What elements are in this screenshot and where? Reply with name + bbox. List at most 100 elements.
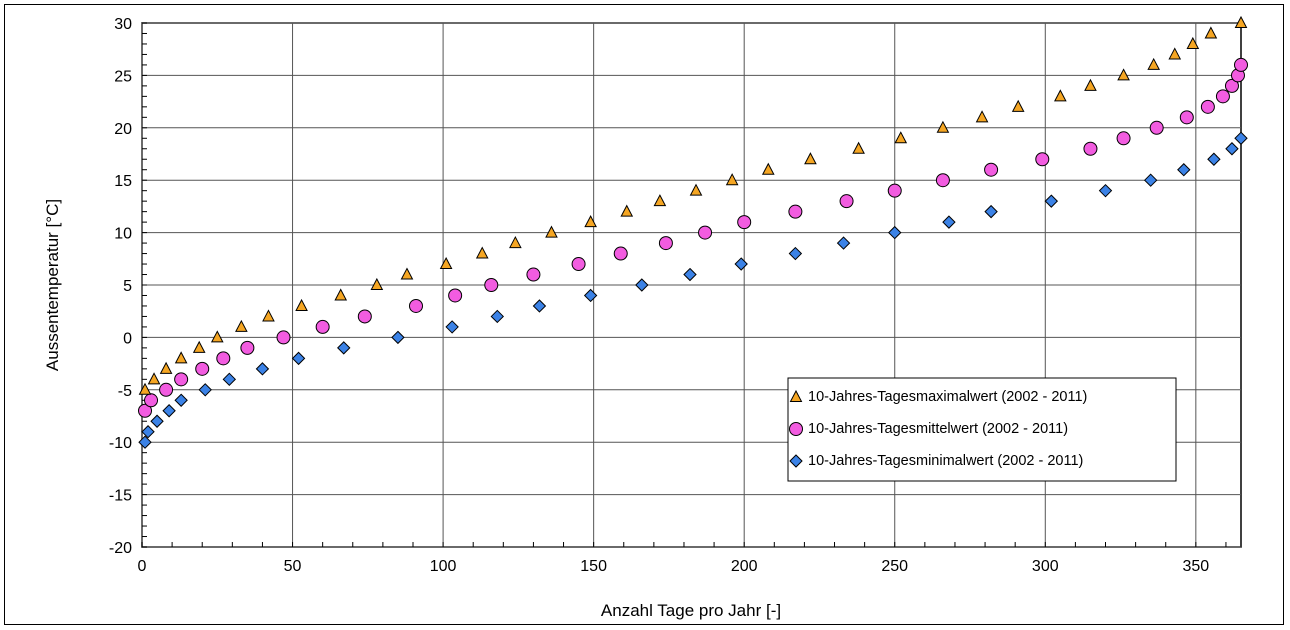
y-tick-labels: -20 -15 -10 -5 0 5 10 15 20 25 30 (109, 16, 132, 557)
circle-point (144, 393, 159, 408)
x-tick-label: 200 (731, 558, 758, 575)
legend-marker-max (789, 389, 803, 402)
circle-point (526, 267, 541, 282)
triangle-point (1234, 15, 1248, 28)
triangle-point (439, 256, 453, 270)
diamond-point (141, 425, 155, 439)
circle-point (159, 382, 174, 397)
triangle-point (1084, 78, 1097, 91)
diamond-point (683, 267, 697, 282)
triangle-point (138, 382, 152, 395)
circle-point (984, 162, 999, 177)
x-tick-label: 300 (1032, 558, 1059, 575)
series-triangle (138, 15, 1248, 395)
circle-point (571, 257, 586, 272)
y-tick-label: 20 (114, 121, 132, 138)
circle-point (195, 361, 210, 376)
y-axis-title: Aussentemperatur [°C] (43, 199, 62, 371)
circle-point (1035, 152, 1050, 167)
diamond-point (1234, 131, 1248, 145)
circle-point (1200, 99, 1215, 114)
triangle-point (1117, 68, 1130, 81)
y-tick-label: 5 (123, 278, 132, 295)
legend-diamond-marker (789, 454, 803, 468)
circle-point (887, 183, 902, 198)
triangle-point (174, 351, 188, 364)
data-points (138, 15, 1248, 449)
circle-point (839, 194, 854, 209)
diamond-point (222, 372, 237, 387)
legend-label-mean: 10-Jahres-Tagesmittelwert (2002 - 2011) (808, 421, 1068, 437)
triangle-point (334, 288, 348, 301)
triangle-point (1186, 36, 1200, 49)
legend: 10-Jahres-Tagesmaximalwert (2002 - 2011)… (787, 377, 1177, 482)
triangle-point (1204, 26, 1218, 39)
triangle-point (620, 204, 634, 217)
y-tick-label: -10 (109, 435, 132, 452)
legend-box (787, 377, 1177, 482)
triangle-point (262, 309, 275, 322)
circle-point (935, 173, 950, 188)
diamond-point (942, 215, 956, 229)
diamond-point (1207, 152, 1221, 166)
triangle-point (1054, 89, 1067, 102)
diamond-point (583, 288, 598, 303)
circle-point (357, 309, 372, 324)
x-tick-labels: 0 50 100 150 200 250 300 350 (138, 558, 1210, 575)
circle-point (174, 372, 189, 387)
x-axis-title: Anzahl Tage pro Jahr [-] (601, 601, 781, 620)
triangle-point (584, 215, 597, 228)
circle-point (138, 403, 153, 418)
diamond-point (337, 341, 351, 355)
diamond-point (635, 278, 649, 292)
minor-ticks (141, 22, 1227, 548)
circle-point (698, 225, 713, 240)
x-tick-label: 0 (138, 558, 147, 575)
triangle-point (475, 246, 489, 259)
series-circle (138, 57, 1248, 418)
diamond-point (1225, 142, 1239, 156)
legend-triangle-marker (789, 389, 803, 402)
diamond-point (1044, 194, 1059, 208)
circle-point (737, 215, 752, 230)
legend-label-min: 10-Jahres-Tagesminimalwert (2002 - 2011) (808, 453, 1083, 469)
diamond-point (198, 383, 212, 397)
circle-point (1215, 89, 1230, 104)
series-diamond (138, 131, 1248, 449)
triangle-point (894, 131, 908, 144)
diamond-point (1098, 183, 1113, 198)
triangle-point (1011, 99, 1025, 112)
legend-label-max: 10-Jahres-Tagesmaximalwert (2002 - 2011) (808, 389, 1087, 405)
triangle-point (192, 340, 206, 353)
triangle-point (852, 141, 865, 154)
circle-point (1234, 57, 1248, 72)
diamond-point (888, 225, 902, 240)
triangle-point (1147, 57, 1161, 70)
circle-point (1224, 78, 1239, 93)
y-tick-label: 30 (114, 16, 132, 33)
diamond-point (138, 435, 152, 449)
circle-point (216, 351, 231, 366)
y-tick-label: -5 (118, 383, 132, 400)
y-tick-label: 10 (114, 226, 132, 243)
diamond-point (1143, 173, 1158, 187)
x-tick-label: 250 (881, 558, 908, 575)
diamond-point (445, 320, 459, 334)
circle-point (408, 298, 423, 313)
y-tick-label: -20 (109, 540, 132, 557)
triangle-point (370, 277, 384, 290)
circle-point (1149, 120, 1164, 135)
y-tick-label: 0 (123, 330, 132, 347)
x-tick-label: 350 (1182, 558, 1209, 575)
diamond-point (490, 309, 505, 324)
legend-marker-min (789, 454, 803, 468)
diamond-point (788, 246, 803, 261)
diamond-point (1177, 163, 1191, 177)
triangle-point (159, 361, 173, 374)
circle-point (1179, 110, 1194, 125)
circle-point (315, 319, 330, 334)
diamond-point (532, 299, 547, 313)
circle-point (658, 236, 673, 251)
circle-point (484, 278, 499, 292)
